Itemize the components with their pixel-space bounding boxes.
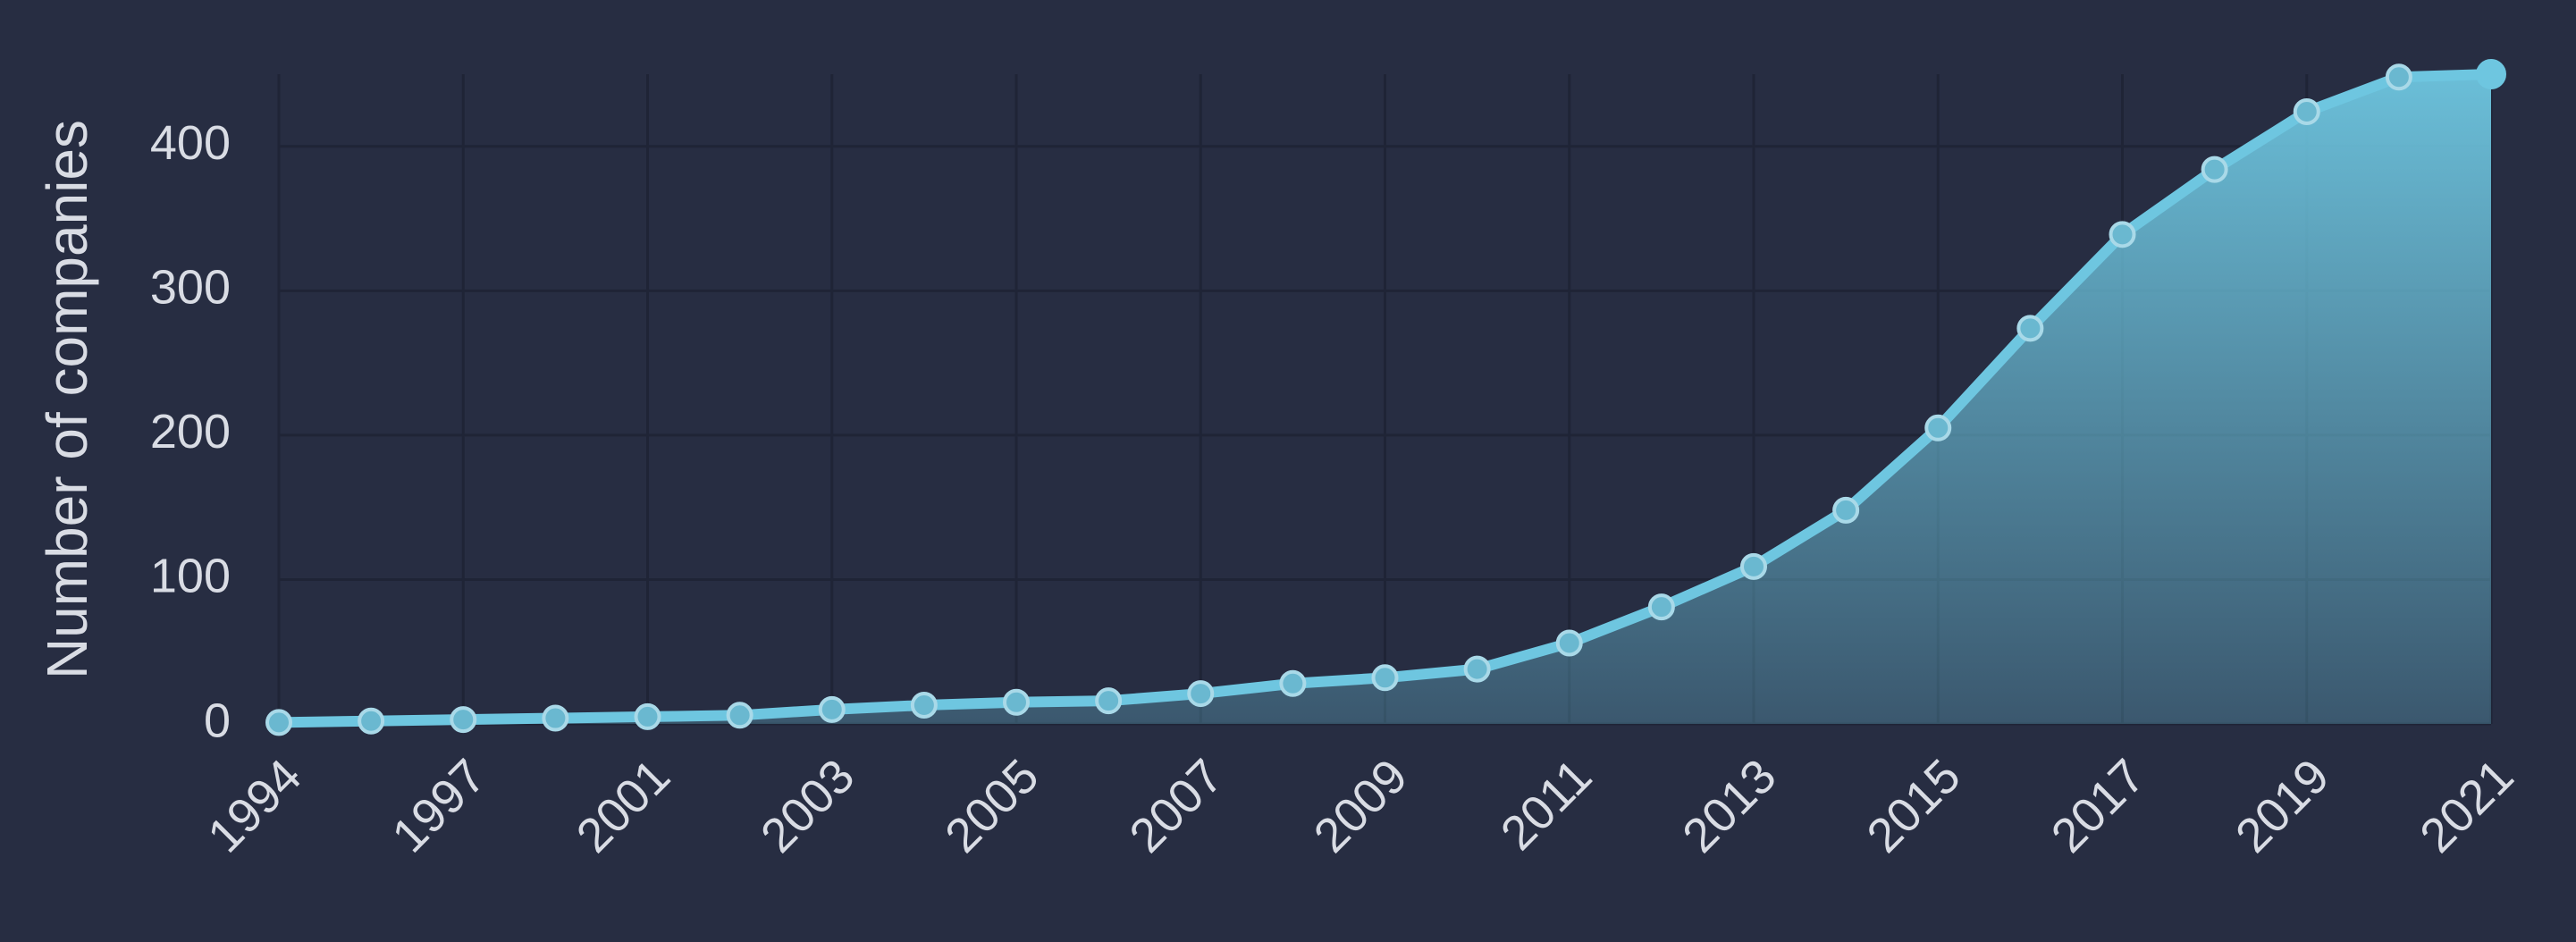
point: [1740, 552, 1767, 580]
point: [1832, 496, 1860, 524]
point: [2109, 221, 2136, 248]
point: [1924, 414, 1952, 442]
grid: [277, 74, 2493, 726]
point: [1095, 687, 1123, 715]
point: [450, 706, 477, 734]
area: [279, 74, 2491, 724]
y-tick-label: 100: [150, 550, 231, 603]
point: [1003, 688, 1030, 716]
point: [818, 695, 846, 723]
point: [2293, 98, 2320, 126]
point: [1555, 629, 1583, 657]
point: [358, 707, 385, 735]
point: [634, 702, 661, 730]
point: [542, 704, 569, 732]
y-axis-title: Number of companies: [35, 120, 99, 679]
point: [1647, 593, 1675, 621]
plot: [265, 59, 2506, 736]
y-tick-label: 300: [150, 261, 231, 315]
point: [1279, 669, 1307, 697]
point: [2476, 59, 2506, 89]
point: [2201, 156, 2228, 183]
point: [2016, 315, 2044, 342]
point: [2385, 63, 2412, 91]
point: [1371, 664, 1399, 692]
point: [1463, 655, 1491, 683]
y-tick-label: 400: [150, 116, 231, 170]
point: [1187, 680, 1215, 708]
y-tick-label: 200: [150, 405, 231, 458]
y-tick-label: 0: [204, 694, 231, 747]
point: [265, 709, 292, 736]
point: [726, 702, 753, 729]
point: [910, 691, 938, 719]
